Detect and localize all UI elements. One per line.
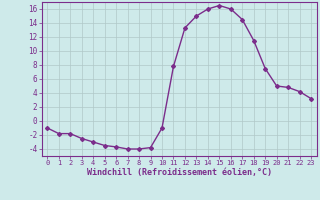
X-axis label: Windchill (Refroidissement éolien,°C): Windchill (Refroidissement éolien,°C) [87, 168, 272, 177]
